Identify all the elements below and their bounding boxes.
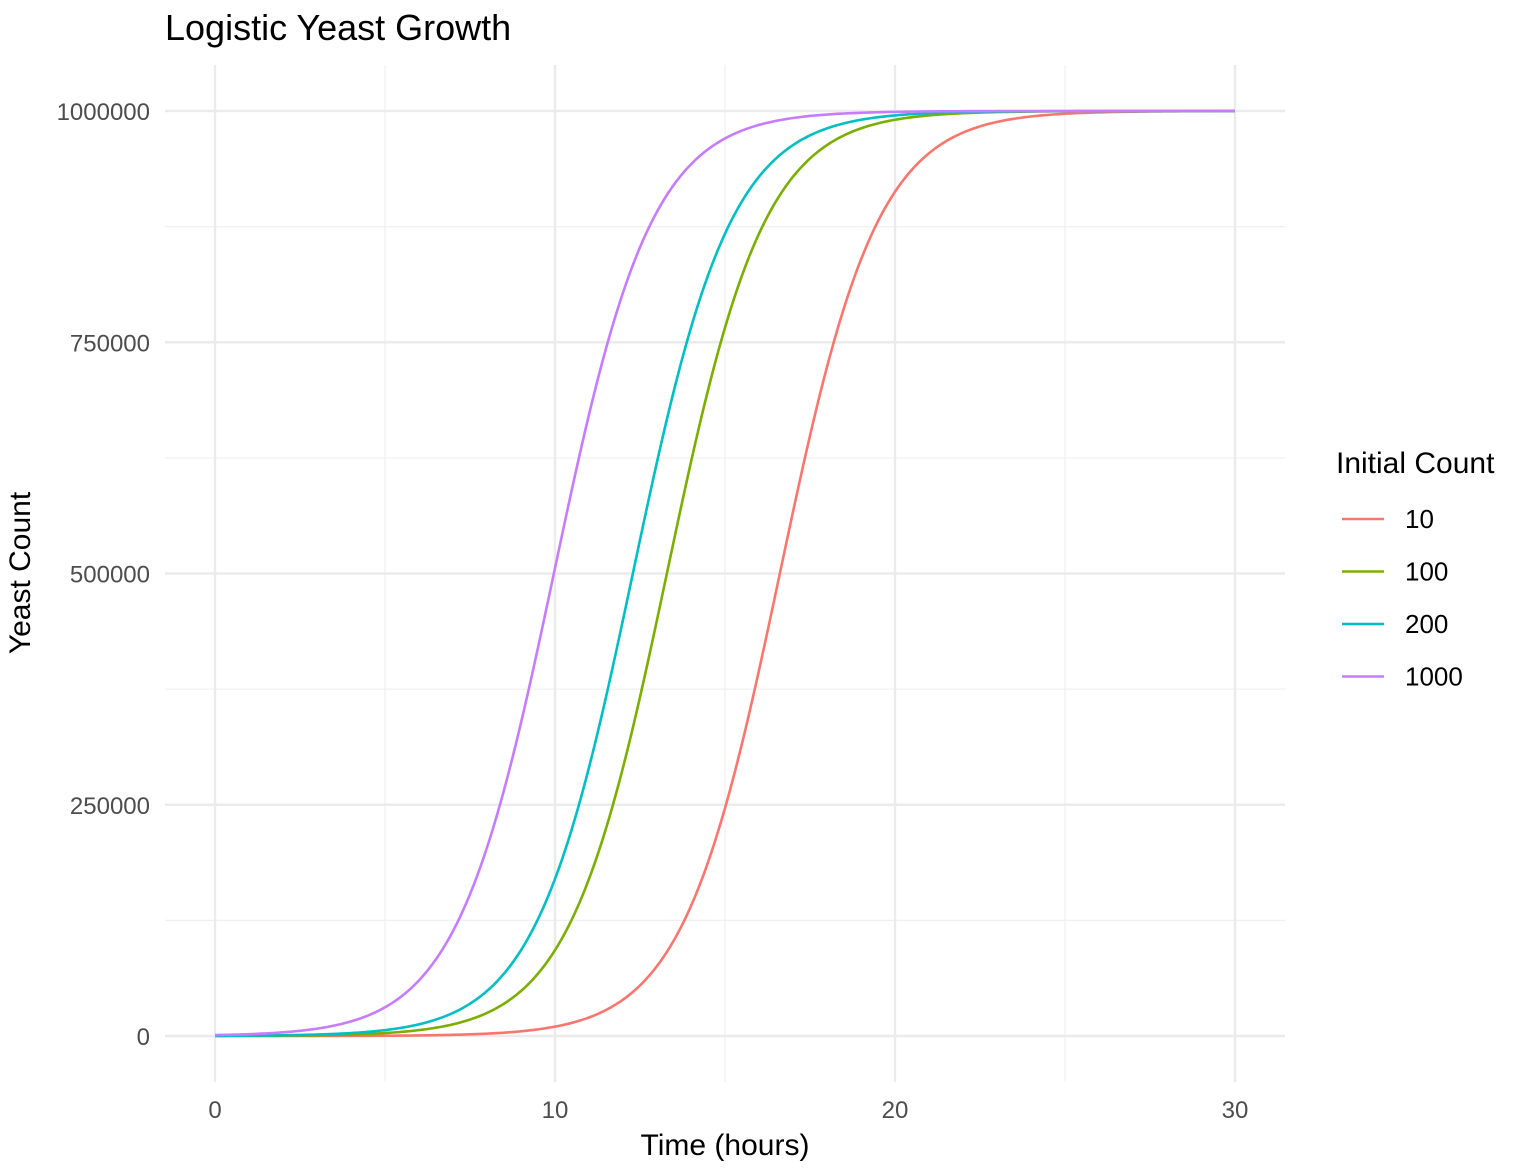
legend-label: 100 bbox=[1405, 557, 1448, 587]
chart-title: Logistic Yeast Growth bbox=[165, 7, 511, 48]
legend: Initial Count 10 100 200 1000 bbox=[1336, 447, 1495, 692]
series-lines bbox=[214, 109, 1235, 1038]
x-tick-label: 20 bbox=[882, 1097, 909, 1124]
y-axis-title: Yeast Count bbox=[4, 491, 37, 654]
grid bbox=[165, 65, 1285, 1082]
y-tick-label: 750000 bbox=[70, 330, 150, 357]
x-tick-label: 10 bbox=[542, 1097, 569, 1124]
series-line-10 bbox=[215, 109, 1235, 1038]
x-tick-label: 0 bbox=[208, 1097, 221, 1124]
x-axis-title: Time (hours) bbox=[641, 1129, 810, 1162]
tick-labels: 0 10 20 30 0 250000 500000 750000 1000000 bbox=[57, 99, 1249, 1124]
y-tick-label: 500000 bbox=[70, 562, 150, 589]
y-tick-label: 0 bbox=[137, 1024, 150, 1051]
y-tick-label: 250000 bbox=[70, 793, 150, 820]
legend-label: 200 bbox=[1405, 609, 1448, 639]
legend-title: Initial Count bbox=[1336, 447, 1495, 480]
x-tick-label: 30 bbox=[1222, 1097, 1249, 1124]
legend-label: 1000 bbox=[1405, 662, 1463, 692]
series-line-1000 bbox=[214, 109, 1235, 1037]
y-tick-label: 1000000 bbox=[57, 99, 150, 126]
legend-label: 10 bbox=[1405, 504, 1434, 534]
